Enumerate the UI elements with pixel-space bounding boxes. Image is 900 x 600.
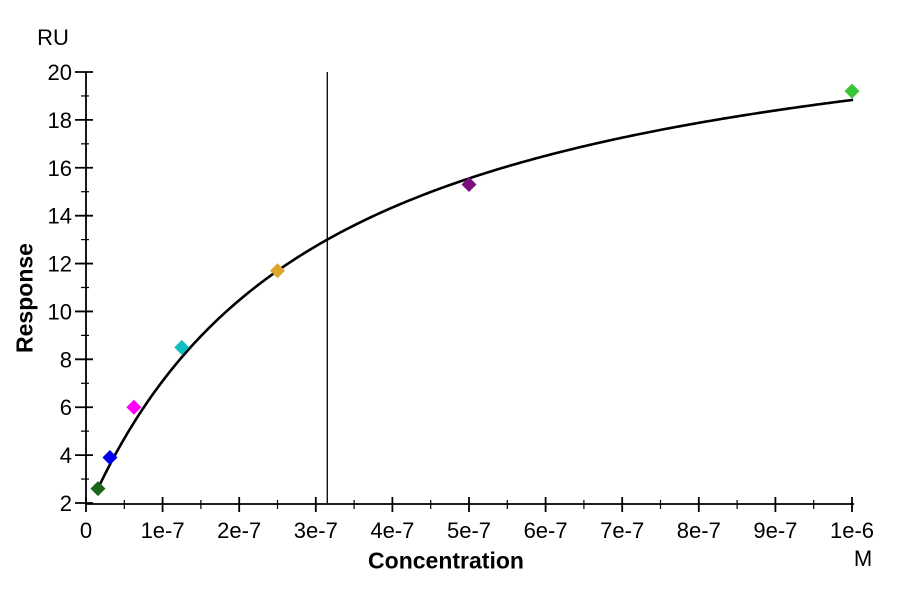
data-point-diamond xyxy=(174,339,190,355)
x-tick-label: 6e-7 xyxy=(524,518,568,543)
y-tick-label: 14 xyxy=(48,204,72,229)
y-axis-unit-label: RU xyxy=(37,25,69,50)
y-tick-label: 16 xyxy=(48,156,72,181)
data-point-diamond xyxy=(844,83,860,99)
x-tick-label: 7e-7 xyxy=(600,518,644,543)
x-tick-label: 1e-6 xyxy=(830,518,874,543)
x-tick-label: 9e-7 xyxy=(753,518,797,543)
y-tick-label: 4 xyxy=(60,443,72,468)
x-tick-label: 0 xyxy=(80,518,92,543)
data-point-diamond xyxy=(270,263,285,279)
x-tick-label: 3e-7 xyxy=(294,518,338,543)
y-tick-label: 20 xyxy=(48,60,72,85)
x-tick-label: 8e-7 xyxy=(677,518,721,543)
x-tick-label: 1e-7 xyxy=(141,518,185,543)
data-point-diamond xyxy=(102,450,118,466)
y-tick-label: 2 xyxy=(60,491,72,516)
data-point-diamond xyxy=(461,177,477,193)
x-tick-label: 2e-7 xyxy=(217,518,261,543)
x-tick-label: 5e-7 xyxy=(447,518,491,543)
data-point-diamond xyxy=(126,399,142,415)
y-tick-label: 8 xyxy=(60,347,72,372)
fit-curve xyxy=(95,98,854,493)
y-tick-label: 12 xyxy=(48,252,72,277)
y-tick-label: 10 xyxy=(48,299,72,324)
x-axis-title: Concentration xyxy=(368,547,524,574)
y-tick-label: 6 xyxy=(60,395,72,420)
data-point-diamond xyxy=(90,481,106,497)
x-tick-label: 4e-7 xyxy=(370,518,414,543)
y-tick-label: 18 xyxy=(48,108,72,133)
x-axis-unit-label: M xyxy=(853,546,873,571)
